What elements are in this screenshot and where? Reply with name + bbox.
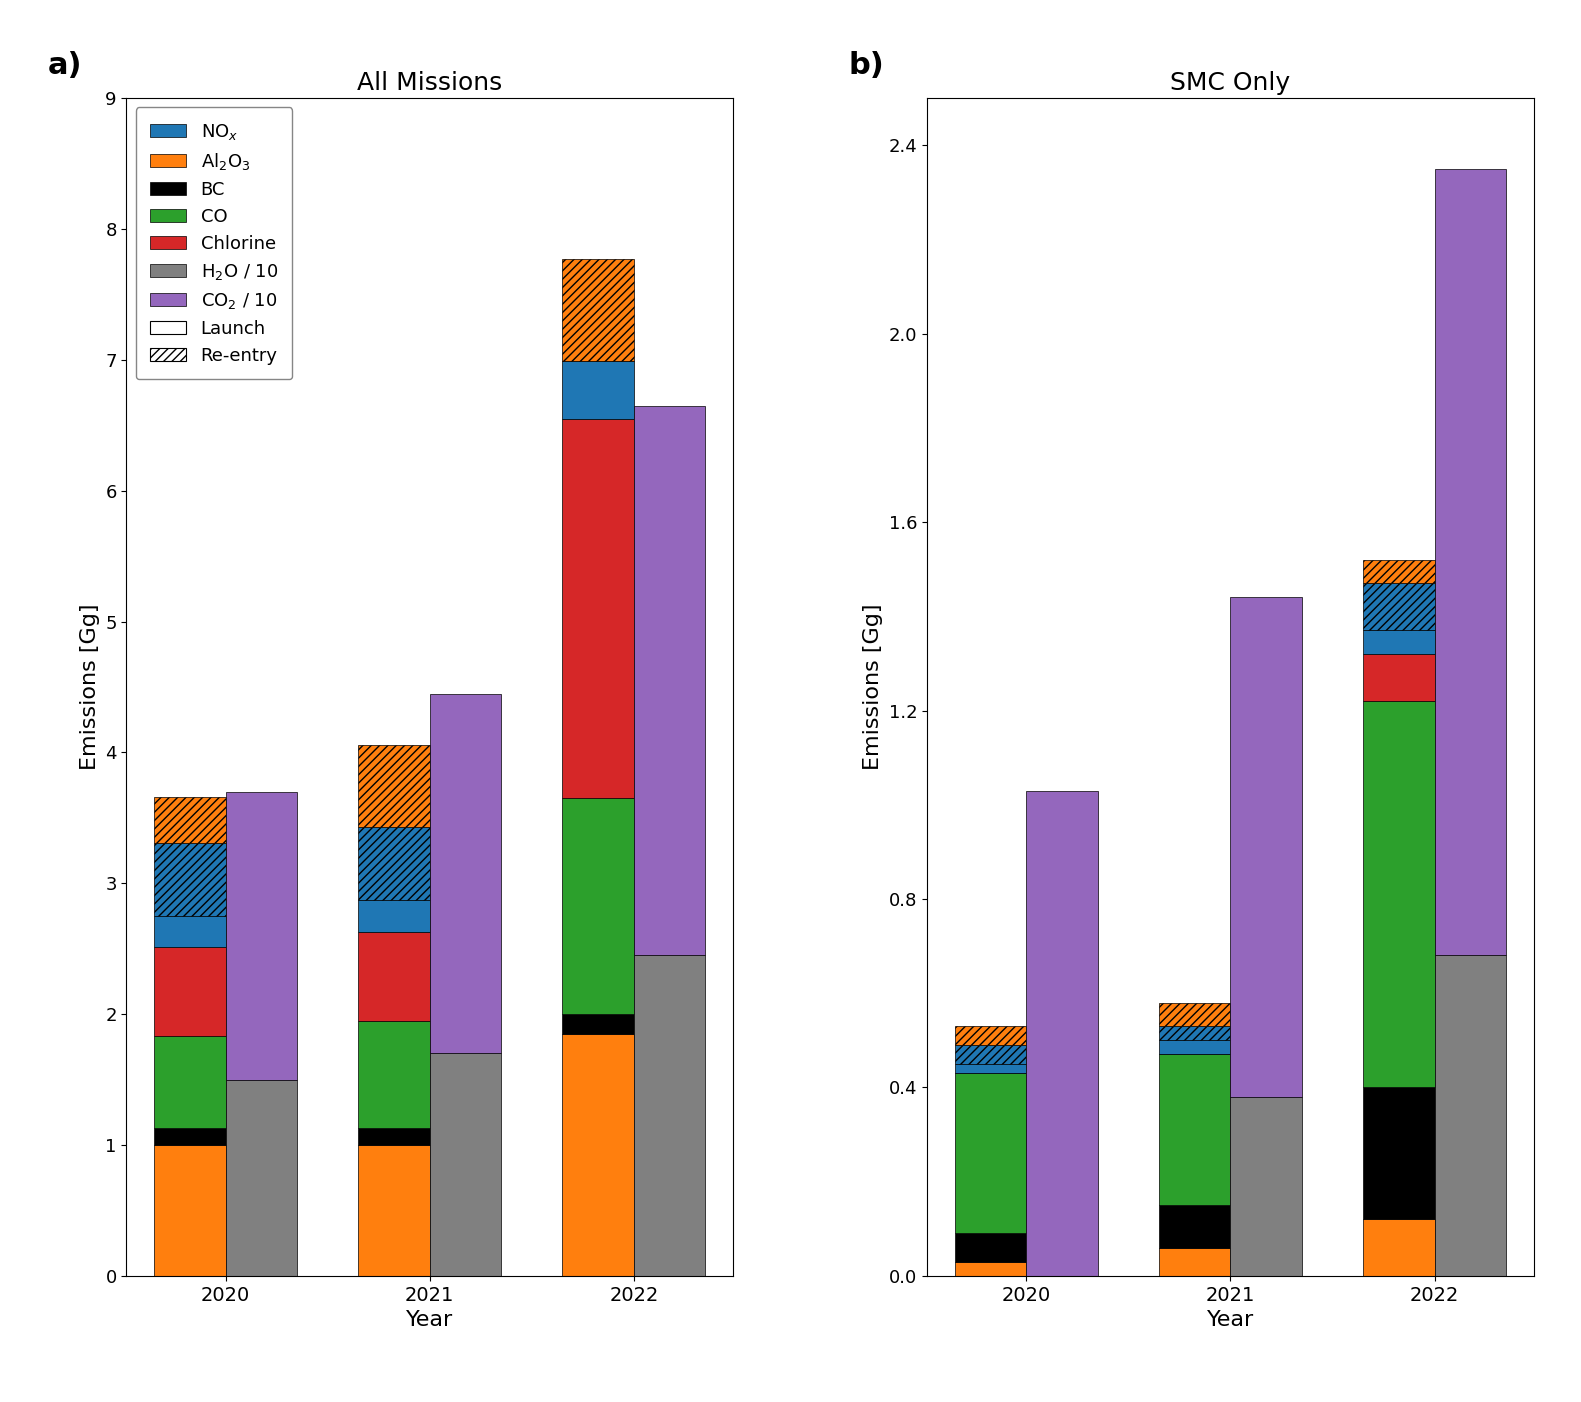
Bar — [359, 744, 430, 827]
Bar — [1159, 1054, 1230, 1206]
Bar — [955, 1064, 1026, 1074]
X-axis label: Year: Year — [1206, 1309, 1254, 1330]
Bar — [955, 1234, 1026, 1262]
Bar — [1159, 1248, 1230, 1276]
Bar — [1363, 583, 1434, 631]
Bar — [226, 792, 297, 1080]
Bar — [1159, 1002, 1230, 1026]
Bar — [955, 1262, 1026, 1276]
Bar — [153, 1129, 226, 1145]
Bar — [1230, 597, 1301, 1096]
Bar — [153, 796, 226, 843]
Bar — [359, 1129, 430, 1145]
Bar — [1434, 956, 1507, 1276]
Bar — [1159, 1040, 1230, 1054]
Bar — [1363, 1220, 1434, 1276]
Bar — [359, 1021, 430, 1129]
Bar — [1363, 1088, 1434, 1220]
Bar — [563, 259, 634, 362]
Bar — [563, 1033, 634, 1276]
Y-axis label: Emissions [Gg]: Emissions [Gg] — [863, 604, 884, 770]
Bar — [563, 798, 634, 1014]
Bar — [634, 405, 705, 955]
Text: a): a) — [47, 50, 82, 80]
Bar — [1363, 701, 1434, 1088]
Bar — [153, 948, 226, 1036]
Bar — [563, 419, 634, 798]
Bar — [955, 1074, 1026, 1234]
Bar — [563, 362, 634, 419]
Bar — [153, 1145, 226, 1276]
Bar — [226, 1080, 297, 1276]
Bar — [1026, 791, 1097, 1276]
Bar — [1230, 1096, 1301, 1276]
Bar — [359, 932, 430, 1021]
Bar — [1434, 168, 1507, 956]
Bar — [359, 900, 430, 932]
Bar — [634, 955, 705, 1276]
Bar — [430, 694, 501, 1053]
Bar — [153, 916, 226, 948]
Text: b): b) — [849, 50, 884, 80]
Legend: NO$_x$, Al$_2$O$_3$, BC, CO, Chlorine, H$_2$O / 10, CO$_2$ / 10, Launch, Re-entr: NO$_x$, Al$_2$O$_3$, BC, CO, Chlorine, H… — [136, 107, 292, 380]
Bar — [153, 843, 226, 916]
Bar — [955, 1044, 1026, 1064]
Bar — [359, 827, 430, 900]
Bar — [430, 1053, 501, 1276]
Bar — [153, 1036, 226, 1129]
Y-axis label: Emissions [Gg]: Emissions [Gg] — [79, 604, 100, 770]
Bar — [955, 1026, 1026, 1044]
Bar — [563, 1014, 634, 1033]
Bar — [1363, 559, 1434, 583]
Bar — [1363, 631, 1434, 653]
Title: SMC Only: SMC Only — [1170, 72, 1290, 95]
X-axis label: Year: Year — [406, 1309, 454, 1330]
Bar — [359, 1145, 430, 1276]
Bar — [1159, 1026, 1230, 1040]
Bar — [1363, 653, 1434, 701]
Bar — [1159, 1206, 1230, 1248]
Title: All Missions: All Missions — [357, 72, 503, 95]
